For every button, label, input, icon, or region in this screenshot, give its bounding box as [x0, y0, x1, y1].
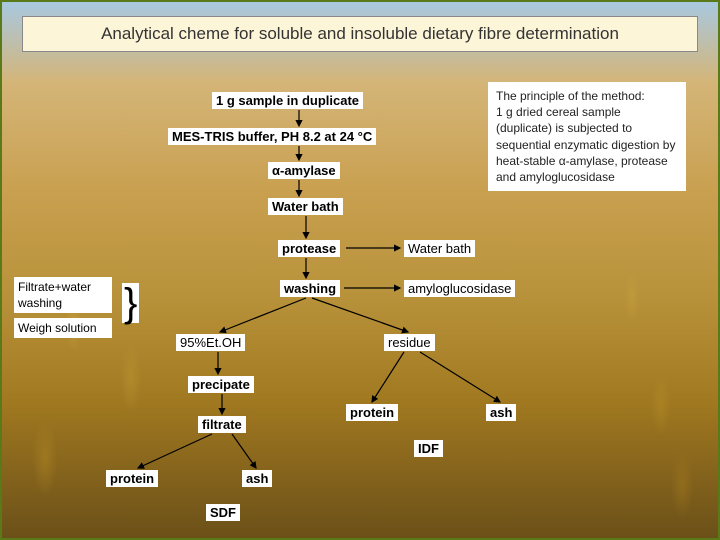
node-idf: IDF: [414, 440, 443, 457]
node-protein-right: protein: [346, 404, 398, 421]
node-buffer: MES-TRIS buffer, PH 8.2 at 24 °C: [168, 128, 376, 145]
node-etoh: 95%Et.OH: [176, 334, 245, 351]
node-waterbath1: Water bath: [268, 198, 343, 215]
flowchart-panel: The principle of the method: 1 g dried c…: [94, 70, 664, 520]
node-protease: protease: [278, 240, 340, 257]
slide: Analytical cheme for soluble and insolub…: [0, 0, 720, 540]
node-filtrate: filtrate: [198, 416, 246, 433]
node-protein-left: protein: [106, 470, 158, 487]
node-amylase: α-amylase: [268, 162, 340, 179]
node-sdf: SDF: [206, 504, 240, 521]
node-washing: washing: [280, 280, 340, 297]
page-title: Analytical cheme for soluble and insolub…: [22, 16, 698, 52]
filtrate-label: Filtrate+water washing: [14, 277, 112, 313]
principle-text: The principle of the method: 1 g dried c…: [496, 89, 675, 184]
node-ash-right: ash: [486, 404, 516, 421]
brace-icon: }: [122, 283, 139, 323]
weigh-label: Weigh solution: [14, 318, 112, 338]
node-ash-left: ash: [242, 470, 272, 487]
node-residue: residue: [384, 334, 435, 351]
node-waterbath2: Water bath: [404, 240, 475, 257]
node-sample: 1 g sample in duplicate: [212, 92, 363, 109]
node-precipate: precipate: [188, 376, 254, 393]
principle-box: The principle of the method: 1 g dried c…: [488, 82, 686, 191]
node-amyloglucosidase: amyloglucosidase: [404, 280, 515, 297]
